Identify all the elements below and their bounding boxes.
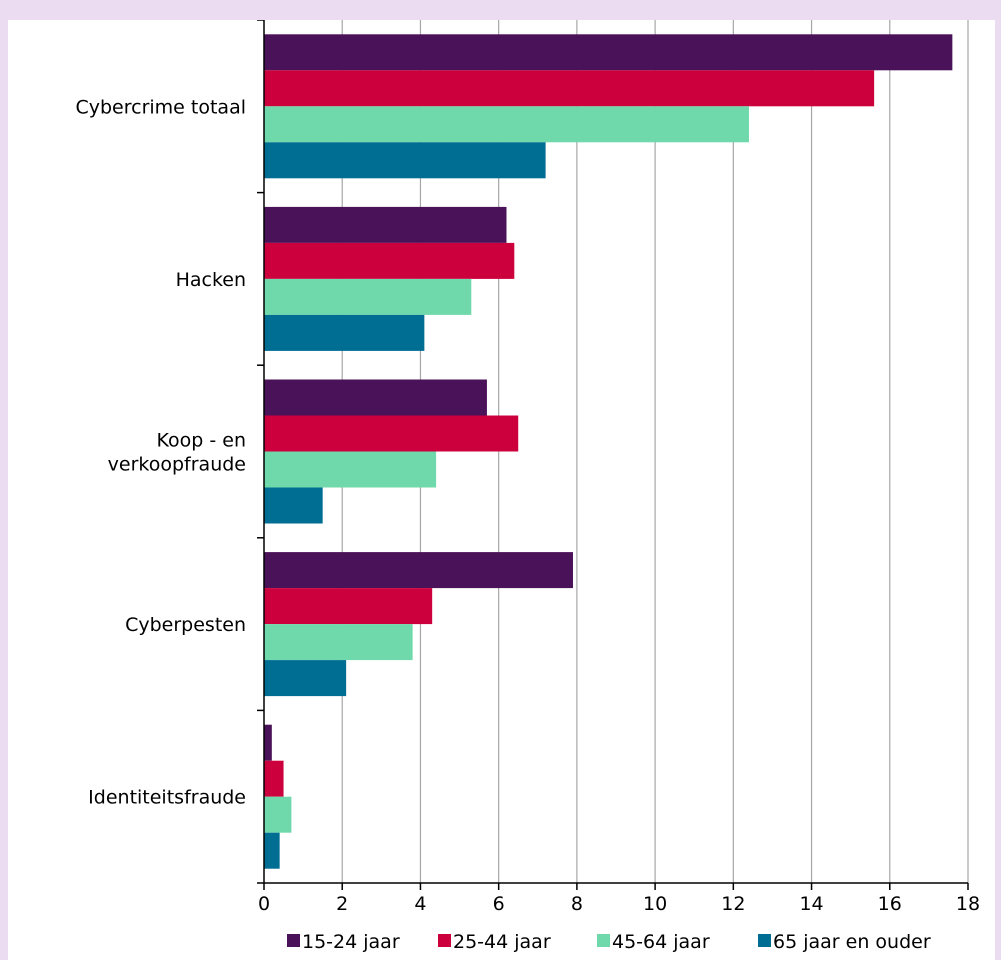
x-tick-label: 16 <box>878 893 902 915</box>
bar <box>264 552 573 589</box>
bar <box>264 451 437 488</box>
horizontal-bar-chart: Cybercrime totaal Hacken Koop - en verkoopf… <box>75 20 980 953</box>
bar <box>264 660 347 697</box>
category-label: Identiteitsfraude <box>88 787 246 809</box>
legend-label: 25-44 jaar <box>453 931 551 953</box>
bar <box>264 832 280 869</box>
axes <box>257 20 969 890</box>
bar <box>264 242 515 279</box>
bar <box>264 278 472 315</box>
legend-label: 45-64 jaar <box>612 931 710 953</box>
category-label: Cyberpesten <box>125 614 246 636</box>
bar <box>264 796 292 833</box>
bar <box>264 487 323 524</box>
x-tick-label: 0 <box>258 893 270 915</box>
bar <box>264 34 953 71</box>
legend-label: 65 jaar en ouder <box>773 931 931 953</box>
x-tick-label: 10 <box>643 893 667 915</box>
x-tick-label: 14 <box>799 893 823 915</box>
category-label: Hacken <box>176 269 246 291</box>
bar <box>264 415 519 452</box>
bar <box>264 379 487 416</box>
bar <box>264 106 749 143</box>
x-tick-label: 2 <box>336 893 348 915</box>
legend-swatch <box>438 934 451 947</box>
bar <box>264 724 272 761</box>
legend-swatch <box>597 934 610 947</box>
chart-panel: Cybercrime totaal Hacken Koop - en verkoopf… <box>8 20 995 960</box>
legend-label: 15-24 jaar <box>302 931 400 953</box>
x-tick-label: 4 <box>414 893 426 915</box>
bar <box>264 588 433 625</box>
bar <box>264 760 284 797</box>
x-tick-label: 8 <box>571 893 583 915</box>
bar <box>264 142 546 179</box>
bar <box>264 624 413 661</box>
bar <box>264 70 875 107</box>
bar <box>264 206 507 243</box>
x-tick-label: 12 <box>721 893 745 915</box>
category-labels: Cybercrime totaal Hacken Koop - en verkoopf… <box>75 96 246 808</box>
category-label: Cybercrime totaal <box>75 96 246 118</box>
legend-swatch <box>287 934 300 947</box>
x-tick-labels: 0 2 4 6 8 10 12 14 16 18 <box>258 893 980 915</box>
category-label: Koop - en verkoopfraude <box>108 430 246 476</box>
legend: 15-24 jaar 25-44 jaar 45-64 jaar 65 jaar en… <box>287 931 931 953</box>
x-tick-label: 18 <box>956 893 980 915</box>
legend-swatch <box>758 934 771 947</box>
x-tick-label: 6 <box>493 893 505 915</box>
bar <box>264 314 425 351</box>
bars <box>264 34 953 869</box>
